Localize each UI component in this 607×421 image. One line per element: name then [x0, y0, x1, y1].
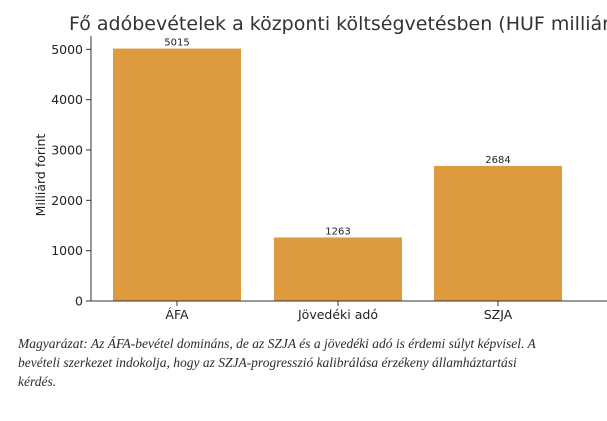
y-tick-label: 1000 [51, 243, 83, 258]
bar [113, 48, 241, 301]
chart-title: Fő adóbevételek a központi költségvetésb… [69, 13, 607, 35]
bar-data-label: 1263 [325, 226, 350, 237]
y-tick-label: 5000 [51, 42, 83, 57]
bar-data-label: 2684 [485, 155, 510, 166]
x-tick-label: SZJA [484, 307, 513, 322]
y-tick-label: 0 [75, 294, 83, 309]
chart-caption: Magyarázat: Az ÁFA-bevétel domináns, de … [18, 336, 536, 389]
bars: 5015 1263 2684 [113, 38, 562, 301]
y-tick-label: 2000 [51, 193, 83, 208]
bar-data-label: 5015 [164, 38, 189, 49]
x-tick-label: Jövedéki adó [297, 307, 378, 322]
x-tick-label: ÁFA [165, 307, 189, 322]
x-axis: ÁFA Jövedéki adó SZJA [165, 301, 513, 322]
y-tick-label: 3000 [51, 143, 83, 158]
bar [434, 165, 562, 301]
bar-chart: Fő adóbevételek a központi költségvetésb… [33, 13, 607, 322]
y-axis: 0 1000 2000 3000 4000 5000 [51, 42, 91, 309]
y-axis-label: Milliárd forint [33, 134, 48, 217]
y-tick-label: 4000 [51, 92, 83, 107]
bar [274, 237, 402, 301]
